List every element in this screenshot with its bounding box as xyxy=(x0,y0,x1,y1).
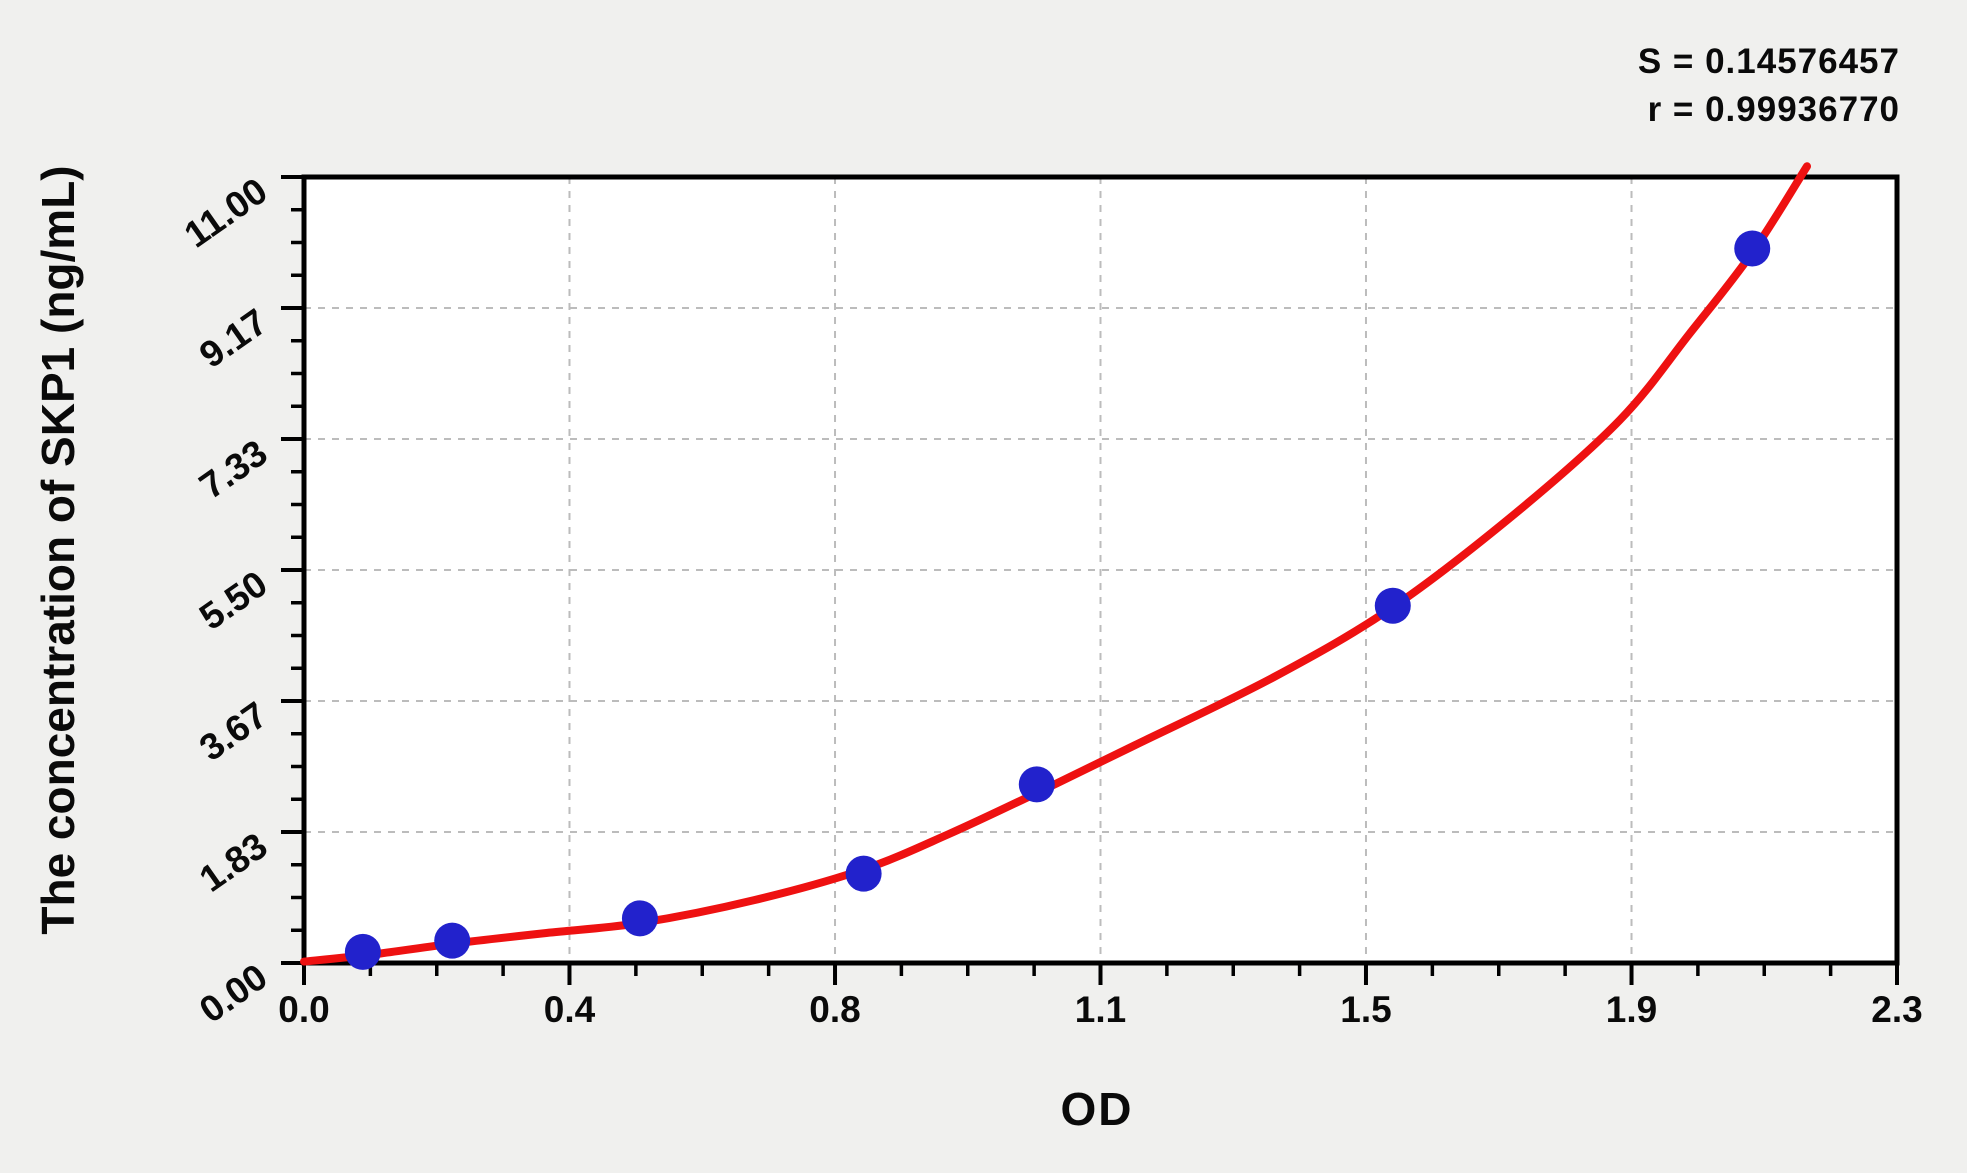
fit-curve xyxy=(300,162,1811,966)
y-tick-label: 7.33 xyxy=(192,432,275,507)
fit-statistics: S = 0.14576457 r = 0.99936770 xyxy=(1638,38,1900,134)
x-tick-label: 1.9 xyxy=(1606,989,1657,1030)
x-tick-label: 0.4 xyxy=(544,989,596,1030)
data-point xyxy=(434,922,471,959)
y-tick-label: 11.00 xyxy=(177,170,275,256)
y-tick-label: 3.67 xyxy=(192,694,275,769)
x-tick-label: 1.1 xyxy=(1075,989,1126,1030)
x-axis-title: OD xyxy=(1060,1083,1134,1135)
data-point xyxy=(845,855,882,892)
x-tick-label: 0.0 xyxy=(278,989,329,1030)
x-tick-label: 1.5 xyxy=(1340,989,1391,1030)
data-point xyxy=(1734,230,1771,267)
y-tick-label: 9.17 xyxy=(192,301,275,376)
fit-r-value: r = 0.99936770 xyxy=(1647,90,1900,129)
data-point xyxy=(621,900,658,937)
x-tick-label: 2.3 xyxy=(1871,989,1922,1030)
y-tick-label: 1.83 xyxy=(192,825,275,900)
data-point xyxy=(1374,587,1411,624)
fit-s-value: S = 0.14576457 xyxy=(1637,42,1900,81)
y-tick-label: 0.00 xyxy=(192,956,275,1031)
data-point xyxy=(344,933,381,970)
data-point xyxy=(1018,766,1055,803)
x-tick-label: 0.8 xyxy=(809,989,860,1030)
y-tick-label: 5.50 xyxy=(192,563,275,638)
